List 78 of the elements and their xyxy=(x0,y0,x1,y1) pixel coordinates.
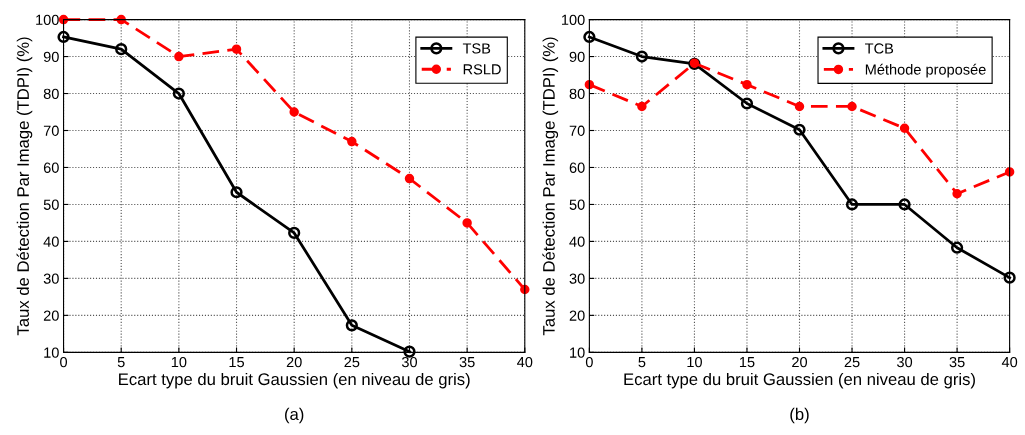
point xyxy=(520,284,530,295)
x-tick-label: 15 xyxy=(739,357,755,368)
point xyxy=(635,50,649,63)
y-tick-label: 100 xyxy=(561,14,585,25)
text: (a) xyxy=(285,407,304,424)
point xyxy=(289,107,299,117)
y-axis-title: Taux de Détection Par Image (TDPI) (%) xyxy=(542,37,559,336)
x-tick-label: 5 xyxy=(117,357,125,368)
point xyxy=(899,123,910,133)
y-tick-label: 80 xyxy=(43,88,59,99)
y-tick-label: 90 xyxy=(43,51,59,62)
point xyxy=(288,226,301,240)
y-tick-label: 60 xyxy=(569,162,585,173)
point xyxy=(57,30,70,44)
y-tick-label: 30 xyxy=(569,273,585,284)
point xyxy=(58,14,69,25)
point xyxy=(740,97,754,110)
x-tick-label: 25 xyxy=(844,356,860,368)
text: (b) xyxy=(790,407,809,424)
x-tick-label: 15 xyxy=(229,357,245,368)
point xyxy=(345,319,358,332)
y-tick-label: 80 xyxy=(569,88,585,99)
point xyxy=(584,79,595,90)
y-tick-label: 10 xyxy=(570,347,585,358)
x-tick-label: 35 xyxy=(459,356,475,368)
point xyxy=(742,79,752,90)
point xyxy=(898,198,911,211)
x-tick-label: 5 xyxy=(638,357,646,368)
point xyxy=(403,345,416,358)
y-tick-label: 40 xyxy=(569,236,585,247)
x-tick-label: 25 xyxy=(344,356,360,368)
legend-label: Méthode proposée xyxy=(865,63,986,78)
point xyxy=(115,43,128,56)
legend-label: RSLD xyxy=(463,64,501,75)
point xyxy=(793,123,806,136)
y-tick-label: 20 xyxy=(43,310,59,321)
y-axis-title: Taux de Détection Par Image (TDPI) (%) xyxy=(16,37,33,336)
point xyxy=(583,30,596,44)
y-tick-label: 60 xyxy=(43,162,59,173)
y-tick-label: 70 xyxy=(43,125,59,136)
x-tick-label: 40 xyxy=(517,356,533,368)
point xyxy=(794,101,805,112)
x-tick-label: 0 xyxy=(60,356,68,368)
point xyxy=(347,136,357,147)
y-tick-label: 30 xyxy=(43,273,59,284)
x-tick-label: 35 xyxy=(949,356,965,368)
y-tick-label: 100 xyxy=(36,14,59,25)
x-tick-label: 0 xyxy=(585,356,593,368)
point xyxy=(952,189,962,199)
point xyxy=(637,101,647,112)
y-tick-label: 50 xyxy=(569,199,585,210)
point xyxy=(174,51,184,62)
x-tick-label: 40 xyxy=(1001,356,1018,368)
point xyxy=(462,218,472,228)
x-tick-label: 30 xyxy=(897,356,913,368)
point xyxy=(845,198,859,211)
y-tick-label: 40 xyxy=(43,236,59,247)
y-tick-label: 20 xyxy=(569,310,585,321)
y-tick-label: 10 xyxy=(44,347,59,358)
x-axis-title: Ecart type du bruit Gaussien (en niveau de gris) xyxy=(119,372,470,389)
x-tick-label: 20 xyxy=(792,356,808,368)
point xyxy=(404,173,415,184)
point xyxy=(847,101,857,112)
point xyxy=(950,241,964,254)
x-tick-label: 10 xyxy=(171,356,187,368)
point xyxy=(230,186,243,199)
x-tick-label: 10 xyxy=(687,356,702,368)
y-tick-label: 70 xyxy=(569,125,585,136)
x-tick-label: 30 xyxy=(401,356,418,368)
legend-label: TSB xyxy=(462,43,491,54)
point xyxy=(1003,271,1016,284)
y-tick-label: 50 xyxy=(43,199,59,210)
x-tick-label: 20 xyxy=(286,356,302,368)
y-tick-label: 90 xyxy=(569,51,585,62)
x-axis-title: Ecart type du bruit Gaussien (en niveau de gris) xyxy=(624,372,975,389)
point xyxy=(172,87,185,100)
legend-label: TCB xyxy=(865,43,894,54)
point xyxy=(231,44,242,54)
